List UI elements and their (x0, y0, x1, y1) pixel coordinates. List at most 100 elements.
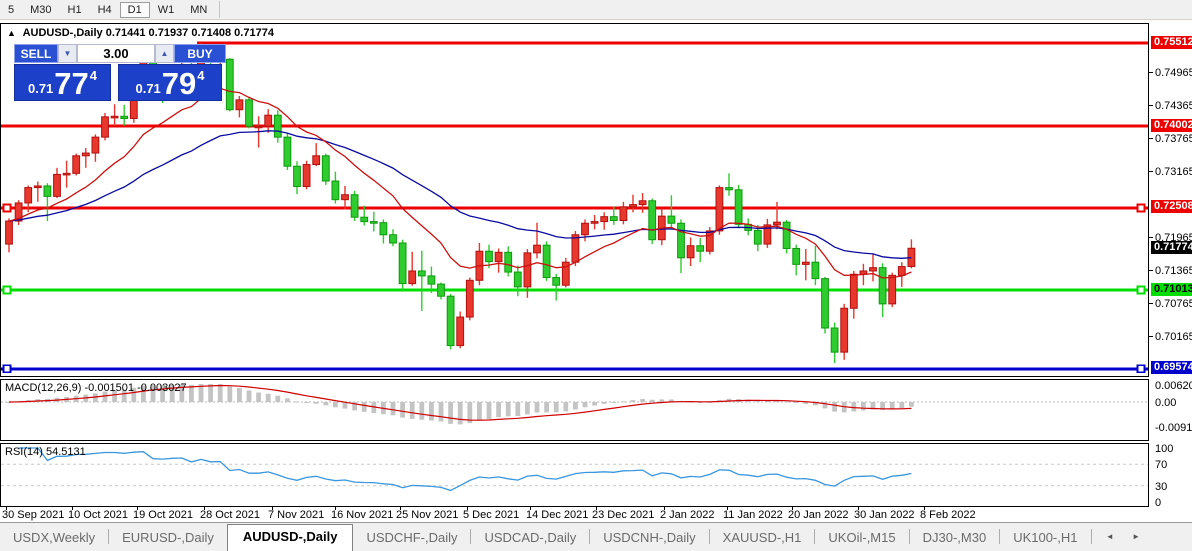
tab-scroll-left-icon[interactable]: ◄ (1105, 532, 1114, 541)
tab-dj30-m30[interactable]: DJ30-,M30 (922, 530, 987, 545)
level-price-badge: 0.75512 (1151, 35, 1192, 49)
toolbar-separator (219, 1, 221, 18)
date-label: 16 Nov 2021 (331, 509, 394, 521)
rsi-axis-label: 70 (1155, 459, 1168, 472)
date-tick-mark (596, 506, 597, 510)
tab-xauusd-h1[interactable]: XAUUSD-,H1 (722, 530, 802, 545)
tab-scroll-arrows: ◄ ► (1090, 532, 1140, 541)
date-tick-mark (467, 506, 468, 510)
chart-ohlc-values: 0.71441 0.71937 0.71408 0.71774 (105, 27, 274, 39)
date-tick-mark (858, 506, 859, 510)
tab-eurusd-daily[interactable]: EURUSD-,Daily (122, 530, 214, 545)
date-tick-mark (335, 506, 336, 510)
date-tick-mark (792, 506, 793, 510)
rsi-axis-label: 100 (1155, 443, 1174, 455)
tab-separator (908, 529, 910, 544)
date-tick-mark (924, 506, 925, 510)
rsi-indicator-value: 54.5131 (45, 446, 86, 458)
ask-price-big: 79 (161, 66, 197, 101)
volume-increase-button[interactable]: ▲ (155, 44, 174, 63)
date-axis: 30 Sep 2021 10 Oct 2021 19 Oct 2021 28 Oct … (0, 506, 1149, 522)
sell-button[interactable]: SELL (14, 44, 58, 63)
date-label: 25 Nov 2021 (396, 509, 459, 521)
timeframe-button-h4[interactable]: H4 (97, 3, 112, 16)
candlestick-chart-svg (1, 41, 1148, 374)
level-price-badge: 0.72508 (1151, 200, 1192, 214)
tab-separator (470, 529, 472, 544)
timeframe-button-mn[interactable]: MN (190, 3, 208, 16)
bid-price-button[interactable]: 0.71 77 4 (14, 64, 111, 101)
bid-price-sup: 4 (89, 68, 98, 83)
volume-input[interactable]: 3.00 (77, 44, 155, 63)
macd-axis-label: 0.006201 (1155, 380, 1192, 393)
tab-separator (1090, 529, 1092, 544)
tab-usdchf-daily[interactable]: USDCHF-,Daily (366, 530, 458, 545)
tab-scroll-right-icon[interactable]: ► (1132, 532, 1140, 541)
price-tick-mark (1149, 72, 1153, 74)
chart-symbol-label: AUDUSD-,Daily (22, 27, 103, 39)
bid-price-prefix: 0.71 (27, 81, 54, 96)
price-tick-label: 0.73165 (1155, 165, 1192, 178)
collapse-panel-icon[interactable]: ▲ (7, 28, 16, 38)
date-label: 19 Oct 2021 (133, 509, 193, 521)
timeframe-toolbar: 5 M30 H1 H4 D1 W1 MN (0, 0, 1192, 20)
rsi-indicator-label: RSI(14) 54.5131 (5, 446, 86, 458)
date-tick-mark (204, 506, 205, 510)
date-label: 20 Jan 2022 (788, 509, 849, 521)
tab-ukoil-m15[interactable]: UKOil-,M15 (828, 530, 896, 545)
price-tick-label: 0.71365 (1155, 264, 1192, 277)
tab-separator (814, 529, 816, 544)
tab-separator (589, 529, 591, 544)
ask-price-button[interactable]: 0.71 79 4 (118, 64, 222, 101)
date-tick-mark (6, 506, 7, 510)
date-tick-mark (137, 506, 138, 510)
price-tick-mark (1149, 269, 1153, 271)
price-tick-mark (1149, 170, 1153, 172)
date-label: 28 Oct 2021 (200, 509, 260, 521)
date-tick-mark (72, 506, 73, 510)
symbol-tab-bar: USDX,Weekly EURUSD-,Daily AUDUSD-,Daily USD… (0, 522, 1192, 551)
ask-price-prefix: 0.71 (135, 81, 161, 96)
macd-chart-svg (1, 384, 1148, 425)
date-label: 10 Oct 2021 (68, 509, 128, 521)
tab-audusd-daily[interactable]: AUDUSD-,Daily (226, 524, 354, 551)
one-click-trade-panel: SELL ▼ 3.00 ▲ BUY 0.71 77 4 0.71 79 4 (14, 44, 226, 101)
tab-uk100-h1[interactable]: UK100-,H1 (1013, 530, 1078, 545)
tab-separator (999, 529, 1001, 544)
level-price-badge: 0.74002 (1151, 118, 1192, 132)
level-price-badge: 0.71013 (1151, 282, 1192, 296)
date-label: 7 Nov 2021 (268, 509, 325, 521)
date-tick-mark (664, 506, 665, 510)
main-price-chart[interactable] (0, 23, 1149, 377)
rsi-chart-svg (1, 447, 1148, 492)
tab-separator (108, 529, 110, 544)
rsi-axis-label: 30 (1155, 480, 1168, 493)
price-axis: 0.74965 0.74365 0.73765 0.73165 0.71965 0.713… (1149, 23, 1192, 523)
date-label: 14 Dec 2021 (526, 509, 589, 521)
volume-decrease-button[interactable]: ▼ (58, 44, 77, 63)
rsi-panel[interactable] (0, 443, 1149, 507)
date-tick-mark (530, 506, 531, 510)
macd-indicator-label: MACD(12,26,9) -0.001501 -0.003027 (5, 382, 187, 394)
price-tick-mark (1149, 335, 1153, 337)
tab-usdcad-daily[interactable]: USDCAD-,Daily (484, 530, 577, 545)
timeframe-button-5[interactable]: 5 (8, 3, 15, 16)
macd-indicator-values: -0.001501 -0.003027 (84, 382, 187, 394)
ask-price-sup: 4 (197, 68, 205, 83)
date-label: 30 Jan 2022 (854, 509, 915, 521)
tab-separator (708, 529, 710, 544)
timeframe-button-m30[interactable]: M30 (30, 3, 52, 16)
timeframe-button-h1[interactable]: H1 (67, 3, 82, 16)
price-tick-mark (1149, 138, 1153, 140)
price-tick-label: 0.74365 (1155, 100, 1192, 113)
date-label: 23 Dec 2021 (592, 509, 655, 521)
macd-panel[interactable] (0, 379, 1149, 441)
timeframe-button-d1[interactable]: D1 (119, 1, 150, 18)
timeframe-button-w1[interactable]: W1 (157, 3, 175, 16)
bid-price-big: 77 (54, 66, 89, 101)
date-label: 8 Feb 2022 (920, 509, 976, 521)
buy-button[interactable]: BUY (174, 44, 226, 63)
date-label: 30 Sep 2021 (2, 509, 65, 521)
tab-usdx-weekly[interactable]: USDX,Weekly (13, 530, 96, 545)
tab-usdcnh-daily[interactable]: USDCNH-,Daily (603, 530, 696, 545)
